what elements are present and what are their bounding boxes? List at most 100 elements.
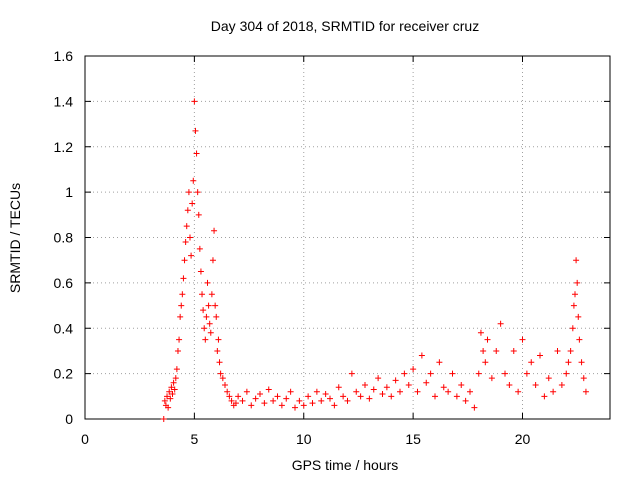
data-point — [187, 234, 193, 241]
data-point — [261, 400, 268, 407]
data-point — [523, 370, 530, 377]
data-point — [570, 302, 577, 309]
data-point — [222, 381, 228, 388]
data-point — [506, 381, 513, 388]
y-tick-label: 1.2 — [54, 139, 74, 155]
data-point — [575, 313, 582, 320]
data-point — [392, 377, 399, 384]
data-point — [515, 388, 522, 395]
data-point — [211, 227, 218, 234]
data-point — [204, 279, 211, 286]
data-point — [219, 375, 226, 382]
data-point — [216, 359, 223, 366]
data-point — [205, 302, 212, 309]
data-point — [265, 386, 272, 393]
data-point — [453, 393, 460, 400]
data-point — [545, 375, 552, 382]
data-point — [532, 381, 539, 388]
chart-title: Day 304 of 2018, SRMTID for receiver cru… — [211, 18, 479, 34]
data-point — [191, 98, 198, 105]
data-point — [362, 381, 368, 388]
data-point — [379, 391, 386, 398]
data-point — [200, 307, 207, 314]
x-tick-label: 0 — [81, 431, 89, 447]
data-point — [182, 239, 189, 246]
data-point — [274, 393, 281, 400]
data-point — [401, 370, 408, 377]
data-point — [322, 391, 329, 398]
data-point — [335, 384, 342, 391]
data-point — [185, 189, 192, 196]
data-point — [160, 416, 167, 422]
data-point — [357, 393, 364, 400]
data-point — [313, 388, 320, 395]
data-point — [541, 393, 548, 400]
data-point — [252, 395, 259, 402]
data-point — [502, 370, 508, 377]
data-point — [193, 150, 200, 157]
data-point — [203, 313, 210, 320]
data-point — [576, 336, 583, 343]
data-point — [563, 370, 570, 377]
data-point — [212, 302, 219, 309]
data-point — [161, 397, 168, 404]
data-point — [537, 352, 543, 359]
data-point — [348, 370, 355, 377]
data-point — [510, 347, 517, 354]
data-point — [370, 386, 377, 393]
data-point — [458, 381, 465, 388]
data-point — [432, 393, 438, 400]
data-point — [183, 223, 190, 230]
data-point — [208, 291, 215, 298]
data-point — [519, 336, 526, 343]
data-point — [366, 395, 373, 402]
data-point — [184, 207, 191, 214]
data-point — [226, 393, 233, 400]
data-point — [471, 404, 478, 411]
data-point — [197, 268, 204, 275]
data-point — [174, 347, 181, 354]
data-point — [189, 200, 196, 207]
data-point — [397, 388, 403, 395]
data-point — [168, 384, 175, 391]
data-point — [172, 375, 179, 382]
data-point — [375, 375, 382, 382]
data-point — [292, 404, 298, 411]
data-point — [270, 397, 277, 404]
data-point — [309, 400, 316, 407]
data-point — [287, 388, 294, 395]
data-point — [573, 257, 580, 264]
data-point — [217, 370, 224, 377]
data-point — [353, 388, 360, 395]
data-point — [569, 325, 576, 332]
data-point — [181, 257, 188, 264]
data-point — [165, 404, 172, 411]
data-point — [188, 252, 195, 259]
data-point — [388, 393, 395, 400]
data-point — [300, 402, 307, 409]
data-point — [488, 375, 495, 382]
x-axis-label: GPS time / hours — [292, 457, 399, 473]
data-point — [418, 352, 425, 359]
data-point — [572, 291, 578, 298]
y-tick-label: 0.6 — [54, 275, 74, 291]
data-point — [232, 400, 239, 407]
data-point — [192, 127, 199, 134]
data-point — [178, 302, 185, 309]
y-tick-label: 1 — [65, 184, 73, 200]
data-point — [278, 402, 285, 409]
data-point — [475, 370, 482, 377]
data-point — [177, 313, 184, 320]
data-point — [528, 359, 535, 366]
data-point — [410, 366, 417, 373]
data-point — [206, 320, 213, 327]
data-point — [423, 379, 430, 386]
data-point — [449, 370, 456, 377]
data-point — [436, 359, 443, 366]
data-point — [194, 189, 201, 196]
data-point — [248, 402, 255, 409]
points-layer — [160, 98, 589, 422]
data-point — [169, 391, 176, 398]
